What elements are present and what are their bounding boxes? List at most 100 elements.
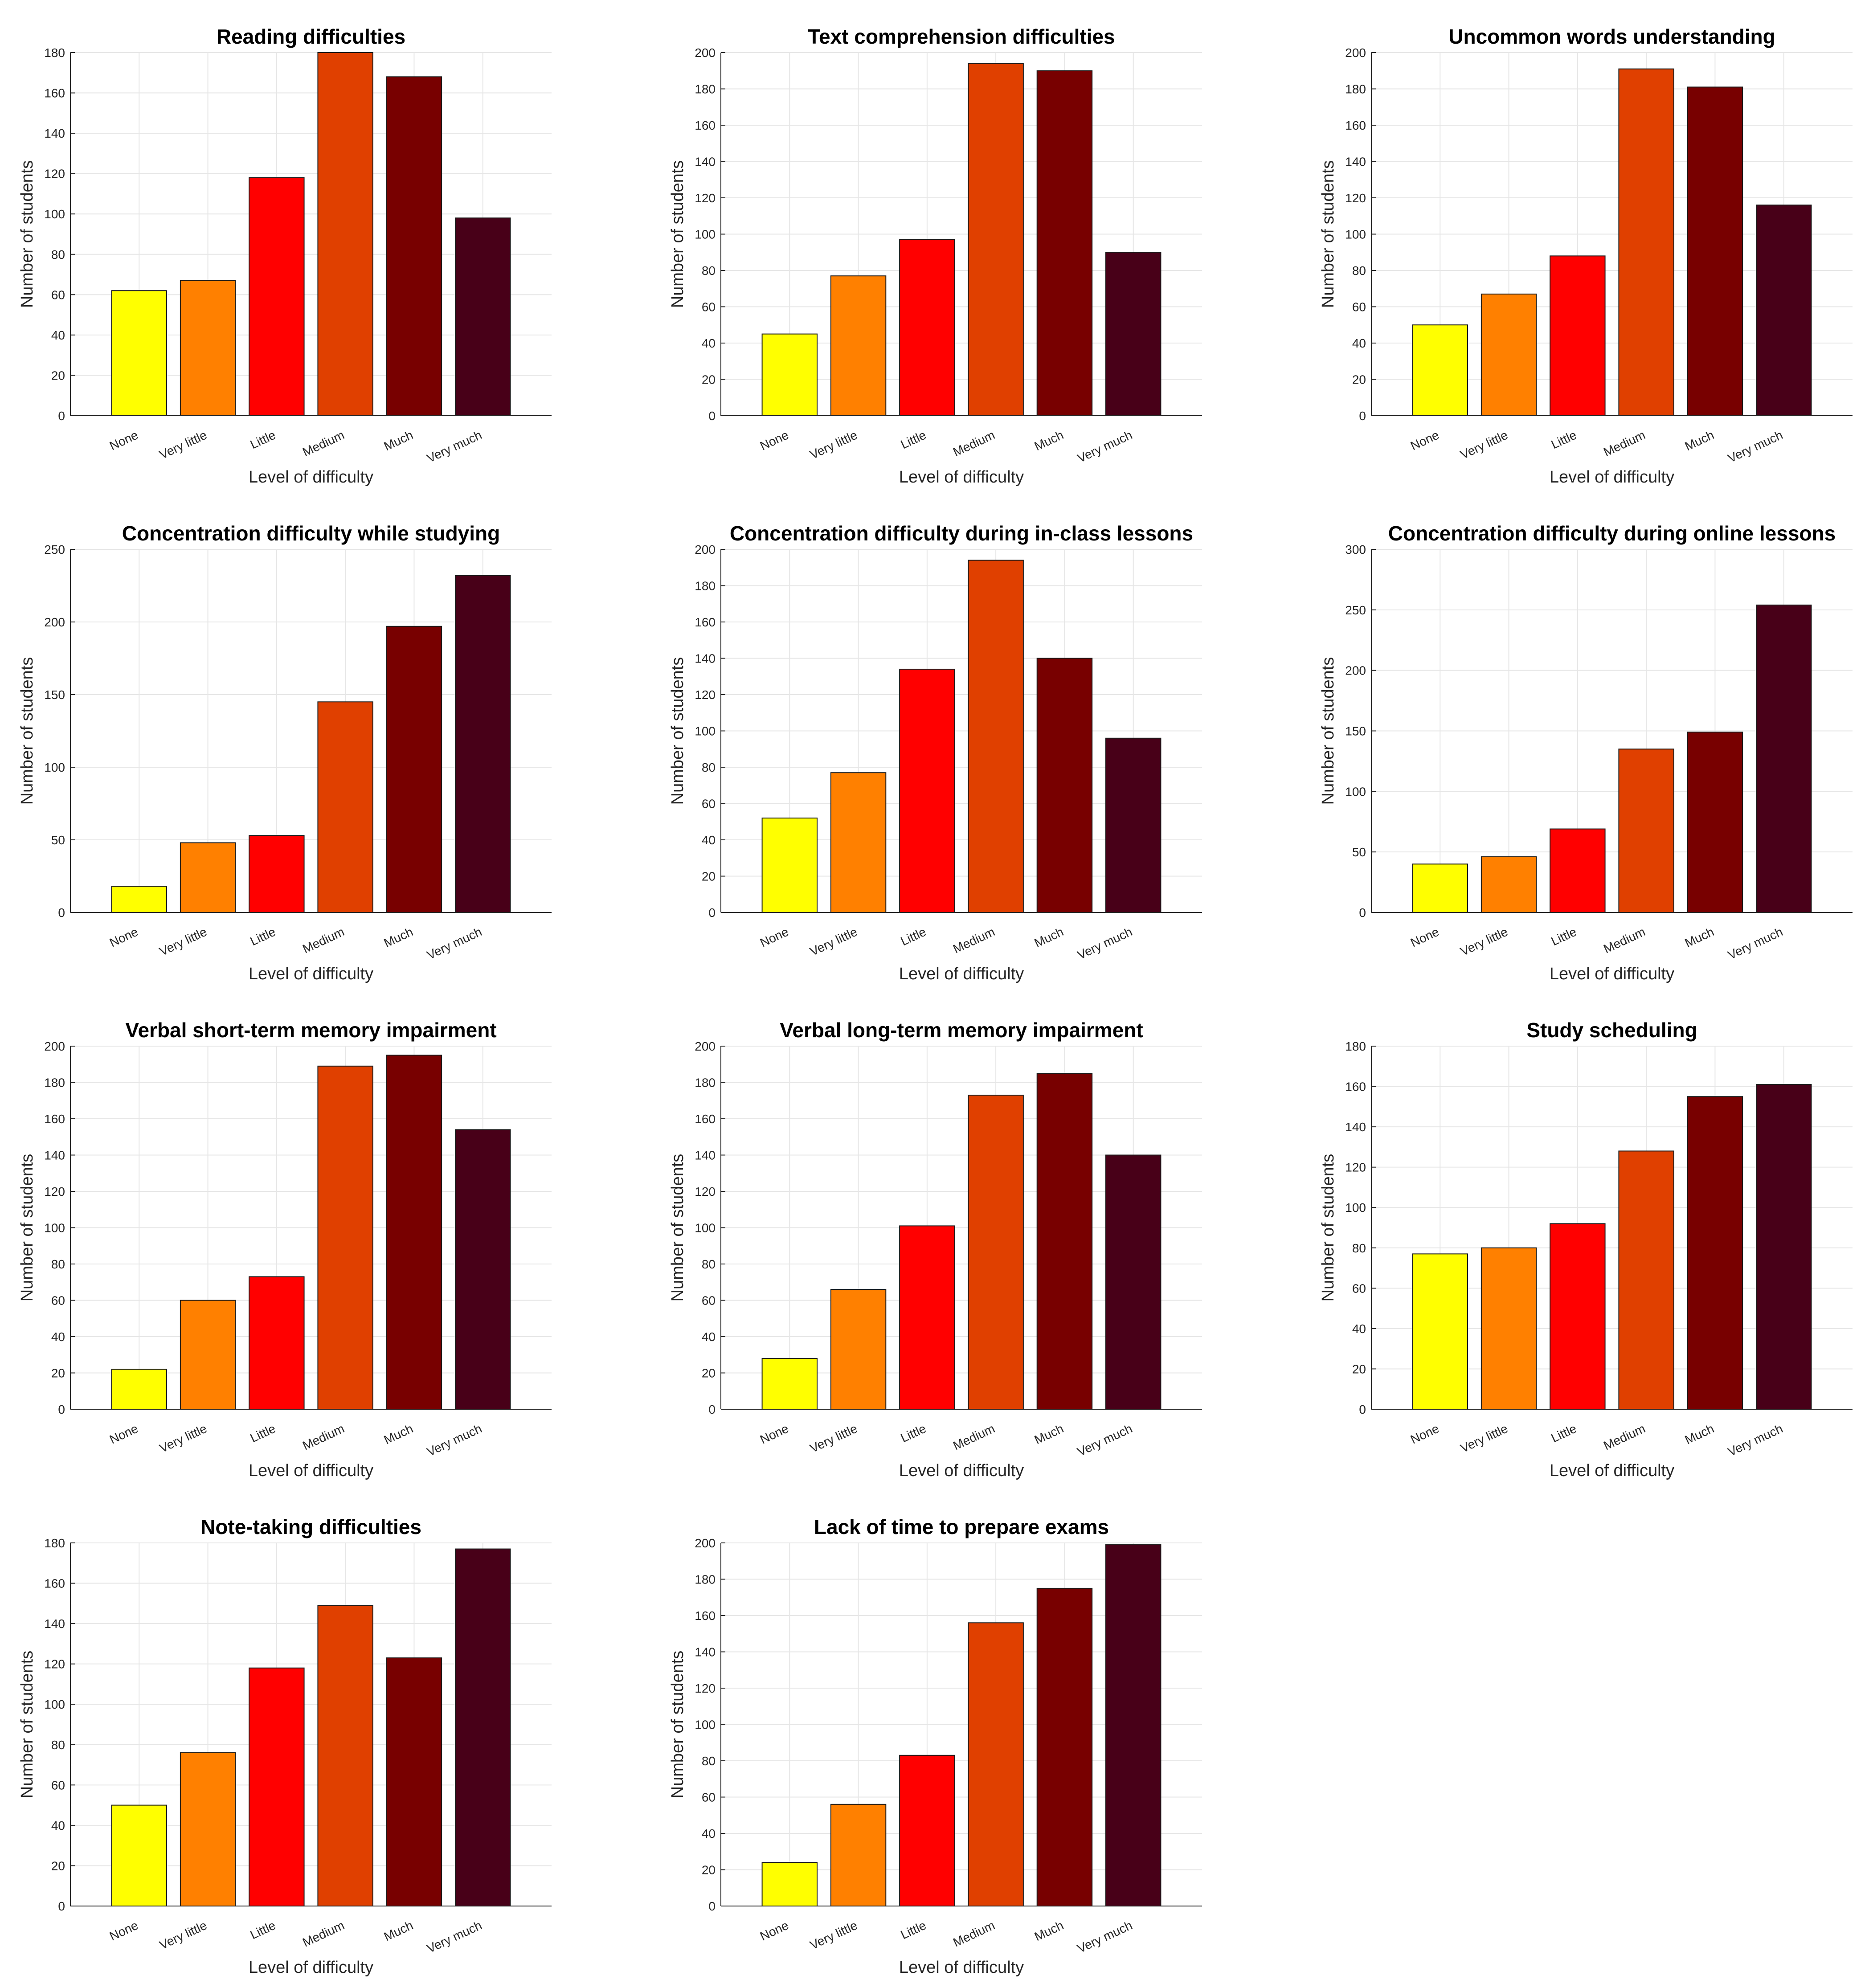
bar-none: [111, 886, 167, 913]
y-tick-label: 180: [695, 1076, 716, 1090]
y-tick-label: 140: [695, 1645, 716, 1659]
y-tick-label: 0: [708, 906, 716, 920]
bar-little: [249, 1667, 305, 1906]
y-axis-label: Number of students: [668, 1651, 687, 1799]
bar-very-much: [455, 1548, 511, 1906]
bar-very-little: [180, 280, 236, 417]
bar-much: [1687, 1096, 1743, 1410]
y-tick-label: 120: [695, 688, 716, 702]
y-tick-label: 180: [695, 1573, 716, 1587]
y-tick-label: 100: [1345, 1201, 1366, 1215]
x-tick-label: Medium: [1601, 1421, 1647, 1452]
x-tick-label: Medium: [300, 1918, 346, 1949]
y-tick-label: 60: [702, 797, 716, 811]
y-tick-label: 60: [702, 300, 716, 314]
bar-none: [1412, 324, 1468, 416]
x-axis-label: Level of difficulty: [249, 468, 373, 487]
bar-very-little: [1480, 856, 1537, 913]
y-tick-label: 80: [1352, 1241, 1366, 1255]
y-tick-label: 40: [702, 1330, 716, 1344]
y-tick-label: 100: [44, 761, 65, 774]
bar-very-much: [455, 1129, 511, 1410]
bar-very-little: [180, 1752, 236, 1907]
y-tick-label: 140: [1345, 1120, 1366, 1134]
y-tick-label: 120: [695, 1681, 716, 1695]
y-tick-label: 120: [44, 167, 65, 181]
x-tick-label: Much: [382, 1421, 415, 1447]
bar-medium: [1618, 1150, 1674, 1410]
bar-medium: [1618, 68, 1674, 417]
y-tick-label: 100: [695, 1718, 716, 1732]
y-tick-label: 80: [702, 1754, 716, 1768]
chart-title: Verbal short-term memory impairment: [125, 1019, 496, 1042]
x-tick-label: Much: [382, 1918, 415, 1943]
chart-1-reading-difficulties: Reading difficulties 0 20 40 60 80 100 120 140 16…: [18, 25, 552, 487]
x-axis-label: Level of difficulty: [1550, 1461, 1674, 1480]
y-tick-label: 250: [1345, 603, 1366, 617]
x-tick-label: Very much: [425, 1918, 484, 1955]
y-tick-label: 0: [708, 409, 716, 423]
y-tick-label: 80: [51, 248, 65, 262]
y-tick-label: 100: [44, 1221, 65, 1235]
y-tick-label: 0: [708, 1899, 716, 1913]
y-tick-label: 0: [1359, 409, 1366, 423]
y-tick-label: 180: [695, 579, 716, 593]
x-tick-label: Medium: [951, 1918, 997, 1949]
bar-very-much: [1105, 1544, 1161, 1906]
bar-much: [386, 626, 442, 913]
y-tick-label: 160: [1345, 119, 1366, 132]
bar-very-much: [1105, 252, 1161, 416]
y-tick-label: 120: [44, 1185, 65, 1199]
bar-much: [1036, 70, 1093, 416]
bar-very-little: [830, 772, 887, 913]
y-tick-label: 0: [58, 409, 65, 423]
y-tick-label: 20: [51, 368, 65, 382]
bar-none: [761, 818, 818, 913]
x-tick-label: Very much: [425, 1421, 484, 1459]
y-tick-label: 140: [695, 1149, 716, 1162]
bar-little: [1550, 1223, 1606, 1410]
bar-very-much: [1756, 205, 1812, 416]
y-tick-label: 40: [1352, 1322, 1366, 1336]
y-tick-label: 160: [44, 1577, 65, 1591]
chart-title: Text comprehension difficulties: [808, 25, 1115, 48]
y-tick-label: 50: [51, 833, 65, 847]
bar-little: [249, 835, 305, 913]
bar-very-much: [1105, 737, 1161, 913]
bar-much: [1036, 658, 1093, 913]
x-tick-label: Very little: [808, 1918, 859, 1952]
x-tick-label: Little: [1549, 924, 1579, 948]
x-tick-label: Very little: [808, 428, 859, 462]
y-tick-label: 100: [695, 1221, 716, 1235]
y-tick-label: 100: [695, 724, 716, 738]
y-axis-label: Number of students: [1319, 160, 1337, 308]
y-tick-label: 140: [44, 1617, 65, 1631]
bar-much: [1687, 732, 1743, 913]
y-tick-label: 50: [1352, 845, 1366, 859]
y-axis-label: Number of students: [18, 1651, 37, 1799]
bar-little: [1550, 255, 1606, 417]
chart-title: Note-taking difficulties: [200, 1515, 421, 1538]
bar-little: [899, 1755, 955, 1906]
x-tick-label: Much: [1683, 1421, 1716, 1447]
bar-medium: [1618, 749, 1674, 913]
bar-medium: [968, 1095, 1024, 1410]
x-axis-label: Level of difficulty: [899, 1958, 1024, 1977]
chart-3-uncommon-words-understanding: Uncommon words understanding 0 20 40 60 80 100…: [1319, 25, 1853, 487]
y-tick-label: 100: [1345, 228, 1366, 241]
y-tick-label: 160: [695, 119, 716, 132]
bar-little: [899, 1225, 955, 1410]
y-tick-label: 160: [695, 1112, 716, 1126]
y-tick-label: 150: [1345, 724, 1366, 738]
bar-very-little: [1480, 1247, 1537, 1410]
y-tick-label: 180: [1345, 82, 1366, 96]
x-tick-label: None: [107, 924, 140, 949]
bar-none: [1412, 863, 1468, 913]
y-tick-label: 80: [702, 1257, 716, 1271]
y-axis-label: Number of students: [18, 1154, 37, 1302]
y-tick-label: 20: [702, 1366, 716, 1380]
bar-medium: [317, 1065, 373, 1410]
bar-medium: [968, 63, 1024, 416]
bar-none: [111, 1804, 167, 1906]
x-tick-label: Little: [899, 1918, 928, 1942]
